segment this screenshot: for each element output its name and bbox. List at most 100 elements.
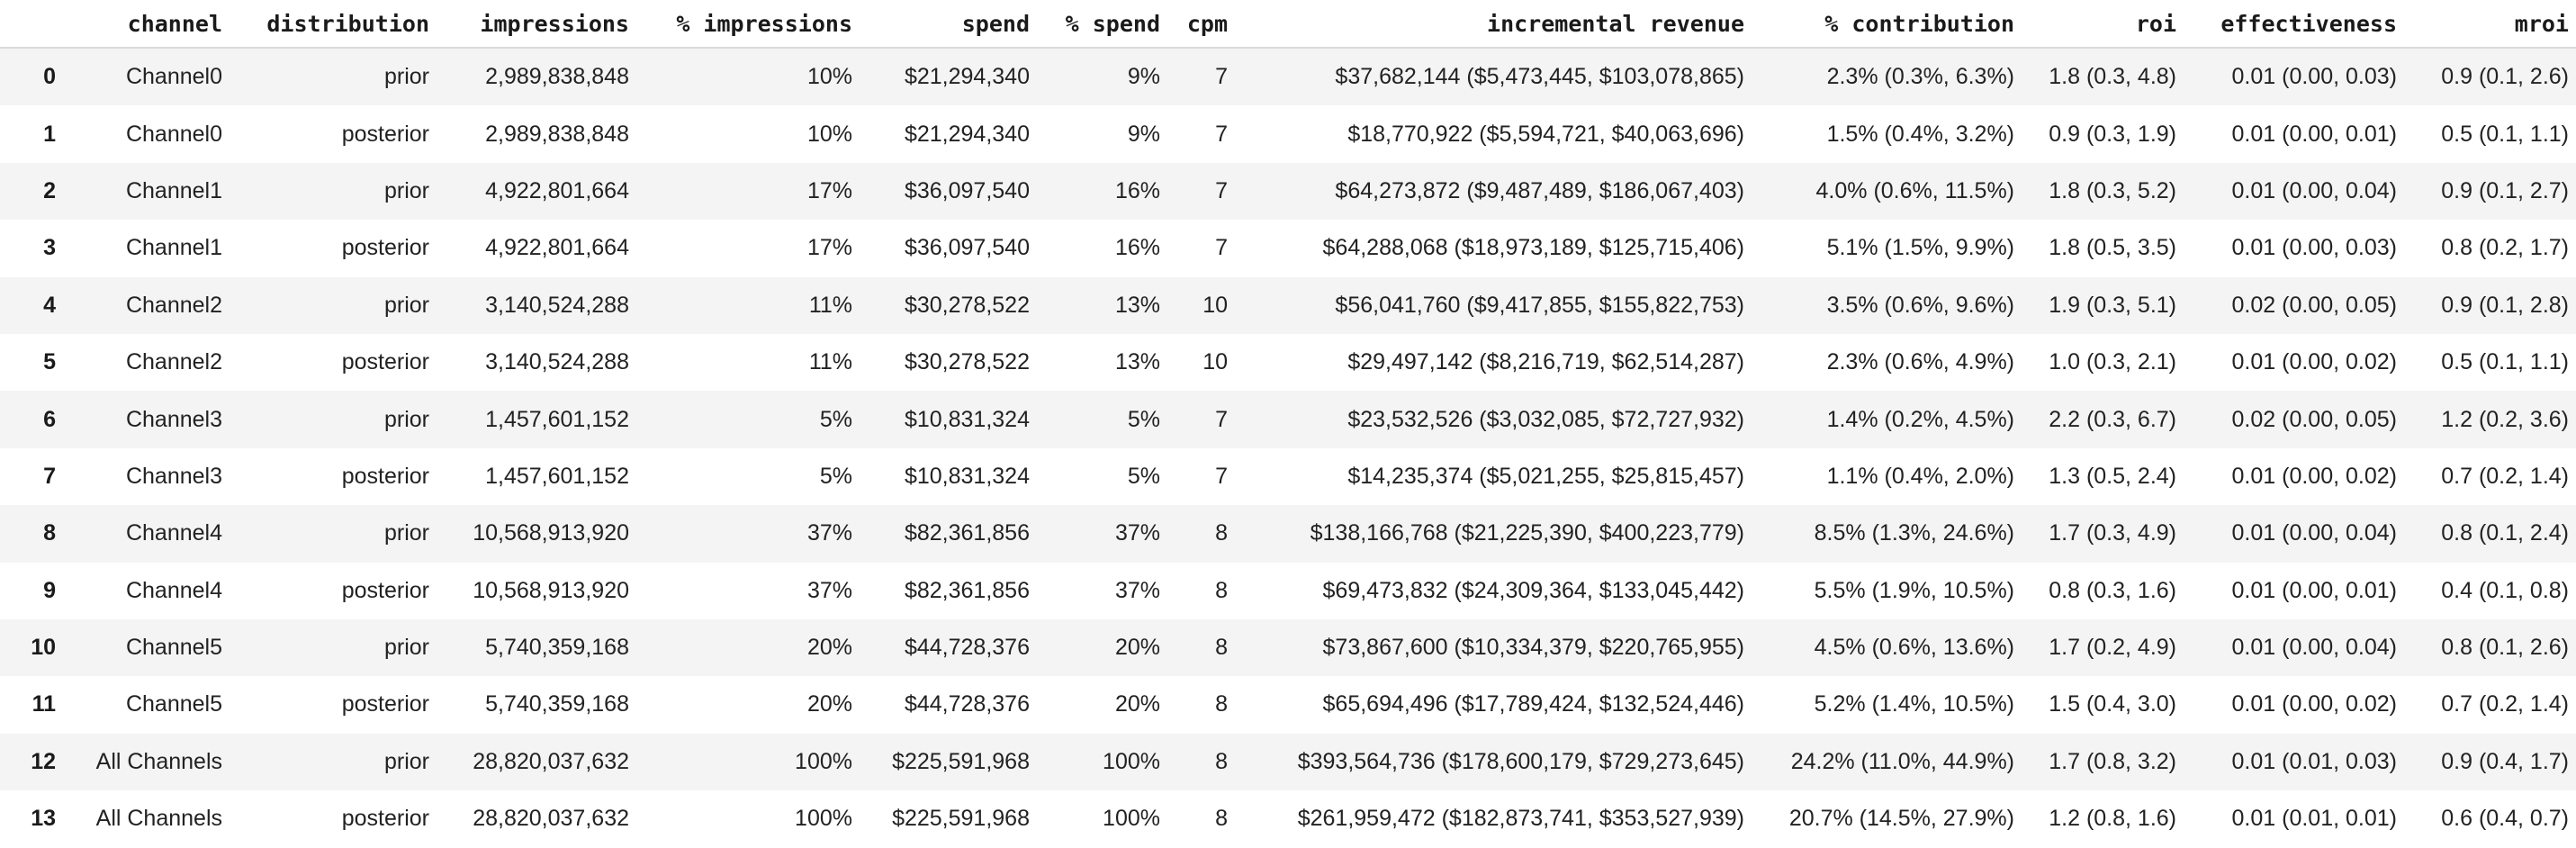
- cell: 28,820,037,632: [473, 806, 629, 832]
- cell: All Channels: [95, 806, 222, 832]
- cell: 5,740,359,168: [485, 691, 629, 717]
- column-header: % contribution: [1752, 0, 2022, 49]
- cell: posterior: [341, 235, 429, 261]
- cell: 1.3 (0.5, 2.4): [2049, 463, 2176, 489]
- cell: 9%: [1127, 64, 1160, 90]
- cell: Channel4: [125, 520, 222, 546]
- cell: $69,473,832 ($24,309,364, $133,045,442): [1322, 577, 1744, 603]
- cell: 17%: [806, 235, 852, 261]
- cell: 7: [1215, 406, 1228, 432]
- row-index-cell: 8: [43, 520, 56, 546]
- cell: 24.2% (11.0%, 44.9%): [1790, 748, 2014, 774]
- cell: 4,922,801,664: [485, 177, 629, 203]
- cell: 0.01 (0.01, 0.03): [2231, 748, 2397, 774]
- cell: prior: [383, 64, 429, 90]
- cell: 10,568,913,920: [473, 520, 629, 546]
- cell: 7: [1215, 177, 1228, 203]
- cell: 0.01 (0.01, 0.01): [2231, 806, 2397, 832]
- row-index-cell: 6: [43, 406, 56, 432]
- cell: 7: [1215, 121, 1228, 147]
- cell: 1,457,601,152: [485, 463, 629, 489]
- cell: posterior: [341, 577, 429, 603]
- cell: 1.2 (0.2, 3.6): [2441, 406, 2569, 432]
- cell: $37,682,144 ($5,473,445, $103,078,865): [1335, 64, 1744, 90]
- cell: $21,294,340: [904, 121, 1030, 147]
- table-row: 6 Channel3 prior 1,457,601,152 5% $10,831,324…: [0, 391, 2576, 448]
- cell: 28,820,037,632: [473, 748, 629, 774]
- row-index-cell: 5: [43, 349, 56, 375]
- column-header: cpm: [1167, 0, 1235, 49]
- cell: $36,097,540: [904, 235, 1030, 261]
- cell: 8: [1215, 691, 1228, 717]
- cell: 20.7% (14.5%, 27.9%): [1788, 806, 2014, 832]
- row-index-cell: 1: [43, 121, 56, 147]
- cell: 5%: [819, 406, 852, 432]
- cell: prior: [383, 406, 429, 432]
- cell: 20%: [806, 635, 852, 661]
- cell: Channel1: [125, 235, 222, 261]
- cell: 37%: [1114, 577, 1160, 603]
- cell: $138,166,768 ($21,225,390, $400,223,779): [1310, 520, 1744, 546]
- cell: 0.8 (0.1, 2.4): [2441, 520, 2569, 546]
- cell: $14,235,374 ($5,021,255, $25,815,457): [1347, 463, 1744, 489]
- cell: Channel0: [125, 64, 222, 90]
- cell: 5%: [1127, 463, 1160, 489]
- cell: $65,694,496 ($17,789,424, $132,524,446): [1322, 691, 1744, 717]
- cell: $261,959,472 ($182,873,741, $353,527,939…: [1297, 806, 1744, 832]
- cell: 0.9 (0.1, 2.7): [2441, 177, 2569, 203]
- table-row: 8 Channel4 prior 10,568,913,920 37% $82,361,8…: [0, 505, 2576, 563]
- cell: 3.5% (0.6%, 9.6%): [1826, 292, 2014, 318]
- cell: 0.02 (0.00, 0.05): [2231, 292, 2397, 318]
- cell: $36,097,540: [904, 177, 1030, 203]
- cell: 10: [1202, 292, 1228, 318]
- table-row: 0 Channel0 prior 2,989,838,848 10% $21,294,34…: [0, 48, 2576, 106]
- cell: 7: [1215, 64, 1228, 90]
- cell: 5.1% (1.5%, 9.9%): [1826, 235, 2014, 261]
- cell: 0.01 (0.00, 0.01): [2231, 577, 2397, 603]
- cell: 10%: [806, 64, 852, 90]
- cell: 0.5 (0.1, 1.1): [2441, 349, 2569, 375]
- cell: 0.9 (0.1, 2.6): [2441, 64, 2569, 90]
- cell: 2,989,838,848: [485, 64, 629, 90]
- column-header: distribution: [230, 0, 437, 49]
- cell: 16%: [1114, 177, 1160, 203]
- cell: Channel1: [125, 177, 222, 203]
- cell: 0.01 (0.00, 0.03): [2231, 64, 2397, 90]
- column-header: % spend: [1037, 0, 1167, 49]
- row-index-cell: 10: [31, 635, 56, 661]
- cell: prior: [383, 748, 429, 774]
- cell: 5.2% (1.4%, 10.5%): [1814, 691, 2014, 717]
- table-row: 13 All Channels posterior 28,820,037,632 100…: [0, 790, 2576, 848]
- cell: 7: [1215, 235, 1228, 261]
- table-row: 7 Channel3 posterior 1,457,601,152 5% $10,831…: [0, 447, 2576, 506]
- cell: 100%: [1103, 806, 1160, 832]
- cell: $225,591,968: [892, 748, 1030, 774]
- cell: 8: [1215, 748, 1228, 774]
- cell: 0.9 (0.4, 1.7): [2441, 748, 2569, 774]
- cell: prior: [383, 520, 429, 546]
- cell: 100%: [795, 748, 852, 774]
- cell: 5%: [819, 463, 852, 489]
- cell: 11%: [808, 349, 852, 375]
- row-index-cell: 3: [43, 235, 56, 261]
- cell: 8: [1215, 806, 1228, 832]
- cell: 0.8 (0.1, 2.6): [2441, 635, 2569, 661]
- table-row: 11 Channel5 posterior 5,740,359,168 20% $44,7…: [0, 676, 2576, 734]
- row-index-cell: 7: [43, 463, 56, 489]
- header-row: channel distribution impressions% impressi…: [0, 0, 2576, 49]
- cell: 0.01 (0.00, 0.02): [2231, 349, 2397, 375]
- cell: 16%: [1114, 235, 1160, 261]
- cell: $30,278,522: [904, 349, 1030, 375]
- cell: 3,140,524,288: [485, 292, 629, 318]
- cell: 3,140,524,288: [485, 349, 629, 375]
- cell: 0.5 (0.1, 1.1): [2441, 121, 2569, 147]
- cell: 1.1% (0.4%, 2.0%): [1826, 463, 2014, 489]
- cell: 1.0 (0.3, 2.1): [2049, 349, 2176, 375]
- cell: 0.7 (0.2, 1.4): [2441, 463, 2569, 489]
- cell: 37%: [806, 577, 852, 603]
- cell: 2.3% (0.6%, 4.9%): [1826, 349, 2014, 375]
- cell: 10: [1202, 349, 1228, 375]
- cell: 37%: [1114, 520, 1160, 546]
- cell: $56,041,760 ($9,417,855, $155,822,753): [1335, 292, 1744, 318]
- cell: 0.9 (0.1, 2.8): [2441, 292, 2569, 318]
